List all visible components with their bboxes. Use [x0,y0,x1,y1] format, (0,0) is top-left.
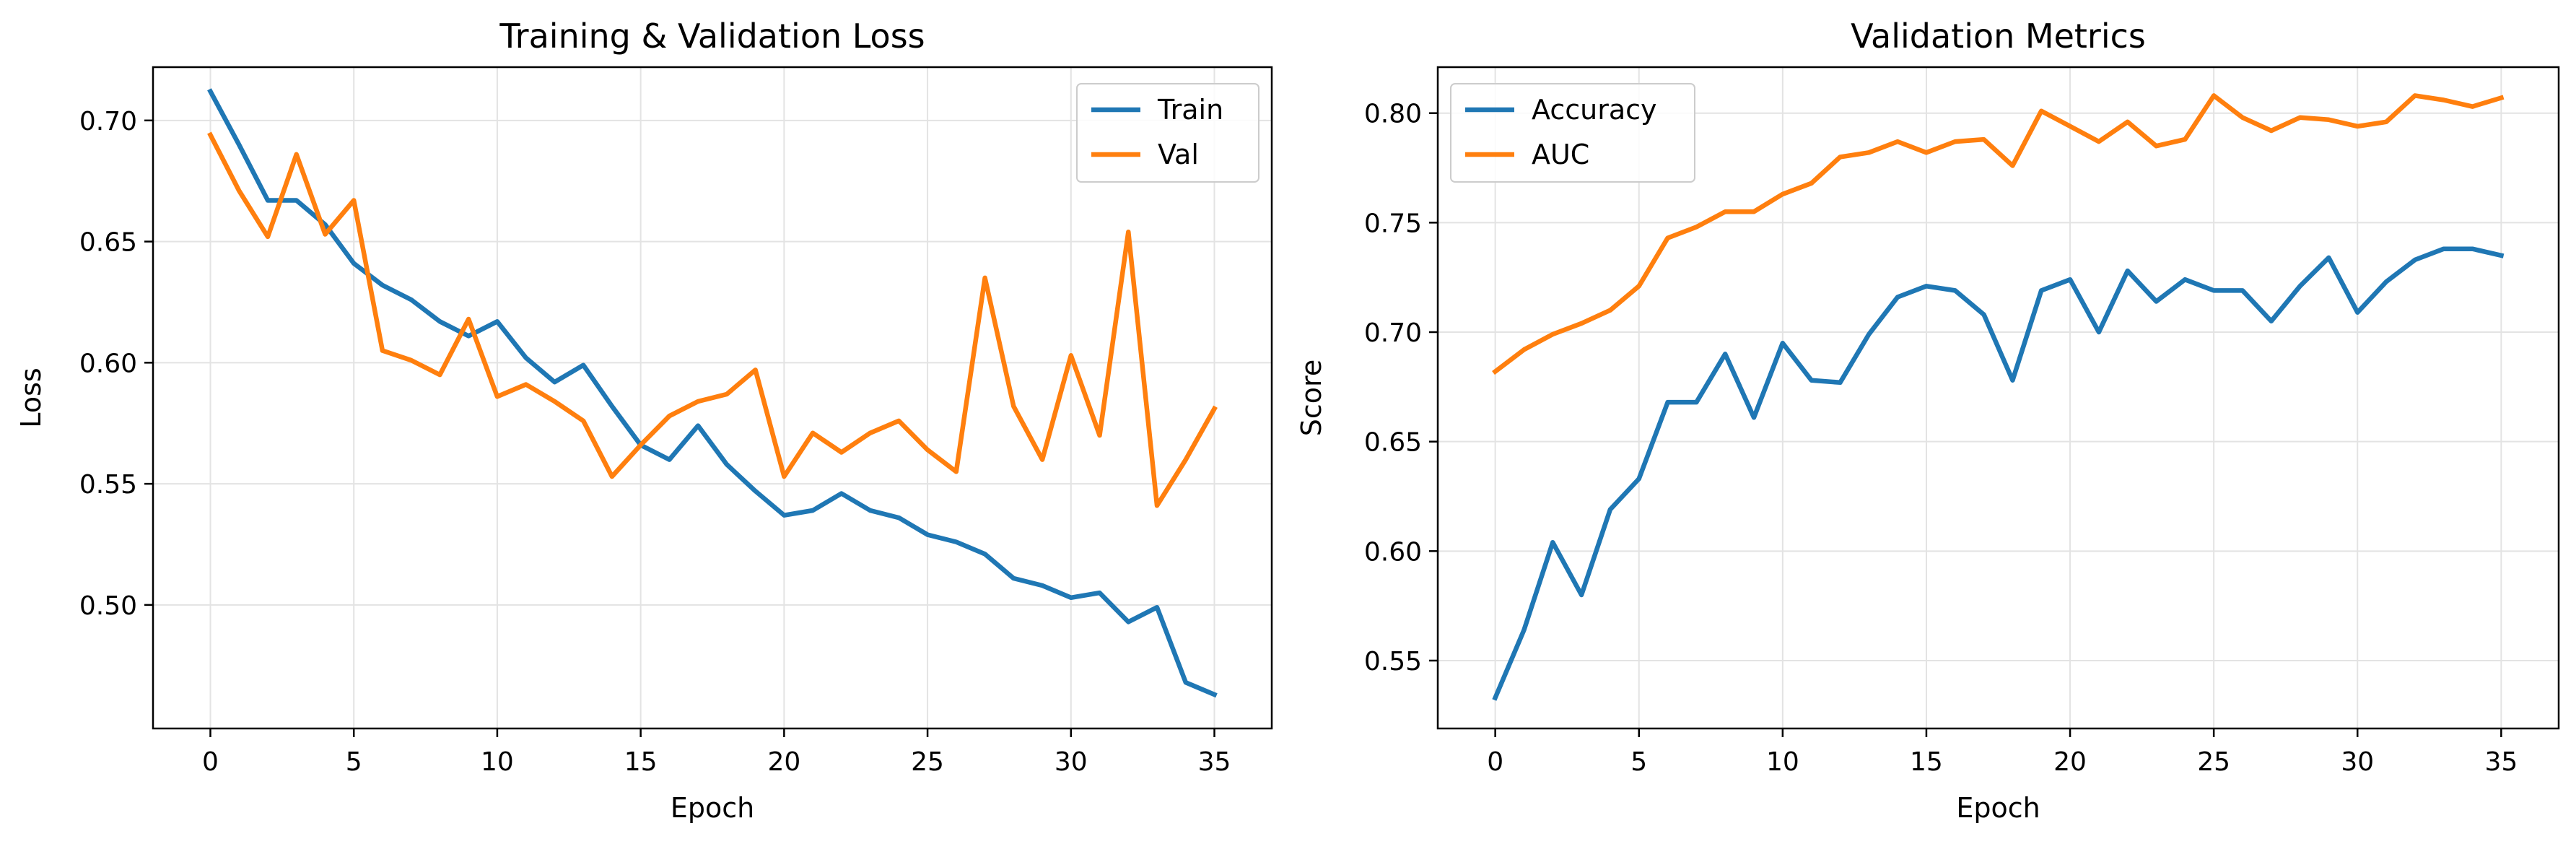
x-tick-label: 5 [1630,747,1647,777]
y-tick-label: 0.50 [79,591,137,621]
x-tick-label: 35 [1198,747,1231,777]
x-axis-label: Epoch [671,792,754,824]
x-tick-label: 10 [481,747,514,777]
x-tick-label: 20 [2053,747,2087,777]
x-tick-label: 25 [2197,747,2230,777]
y-tick-label: 0.70 [79,107,137,136]
y-tick-label: 0.70 [1364,318,1422,348]
series-line-train [207,88,1218,698]
x-tick-label: 10 [1766,747,1799,777]
y-tick-label: 0.60 [1364,537,1422,567]
legend-label-train: Train [1157,94,1223,126]
legend: Train Val [1076,83,1259,183]
x-tick-label: 15 [624,747,658,777]
x-tick-label: 35 [2484,747,2518,777]
plot-frame [152,66,1273,730]
legend-label-auc: AUC [1532,139,1589,170]
chart-2: 0 5 10 15 20 25 30 35 0.55 0.60 0.65 0.70 0.75 0.80 Va… [1296,17,2560,824]
series-line-val [207,131,1218,508]
y-axis-label: Score [1296,360,1327,436]
y-axis-label: Loss [15,367,47,427]
x-tick-label: 0 [1487,747,1503,777]
series-line-auc [1492,93,2505,375]
x-tick-label: 30 [1055,747,1088,777]
legend: Accuracy AUC [1450,83,1695,183]
y-tick-label: 0.75 [1364,209,1422,238]
plot-frame [1436,66,2560,730]
x-tick-label: 25 [911,747,944,777]
y-tick-label: 0.80 [1364,100,1422,129]
x-tick-label: 30 [2341,747,2374,777]
chart-title: Training & Validation Loss [499,17,925,56]
series-line-accuracy [1492,246,2505,701]
y-tick-label: 0.55 [1364,647,1422,676]
y-tick-label: 0.60 [79,349,137,378]
x-tick-label: 15 [1910,747,1943,777]
y-tick-label: 0.55 [79,470,137,500]
legend-label-val: Val [1158,139,1199,170]
chart-title: Validation Metrics [1851,17,2146,56]
y-tick-label: 0.65 [1364,428,1422,458]
x-axis-label: Epoch [1956,792,2040,824]
legend-label-accuracy: Accuracy [1532,94,1657,126]
chart-1: 0 5 10 15 20 25 30 35 0.50 0.55 0.60 0.65 0.70 Traini… [15,17,1273,824]
x-tick-label: 20 [767,747,800,777]
y-tick-label: 0.65 [79,228,137,258]
x-tick-label: 5 [346,747,362,777]
x-tick-label: 0 [202,747,219,777]
